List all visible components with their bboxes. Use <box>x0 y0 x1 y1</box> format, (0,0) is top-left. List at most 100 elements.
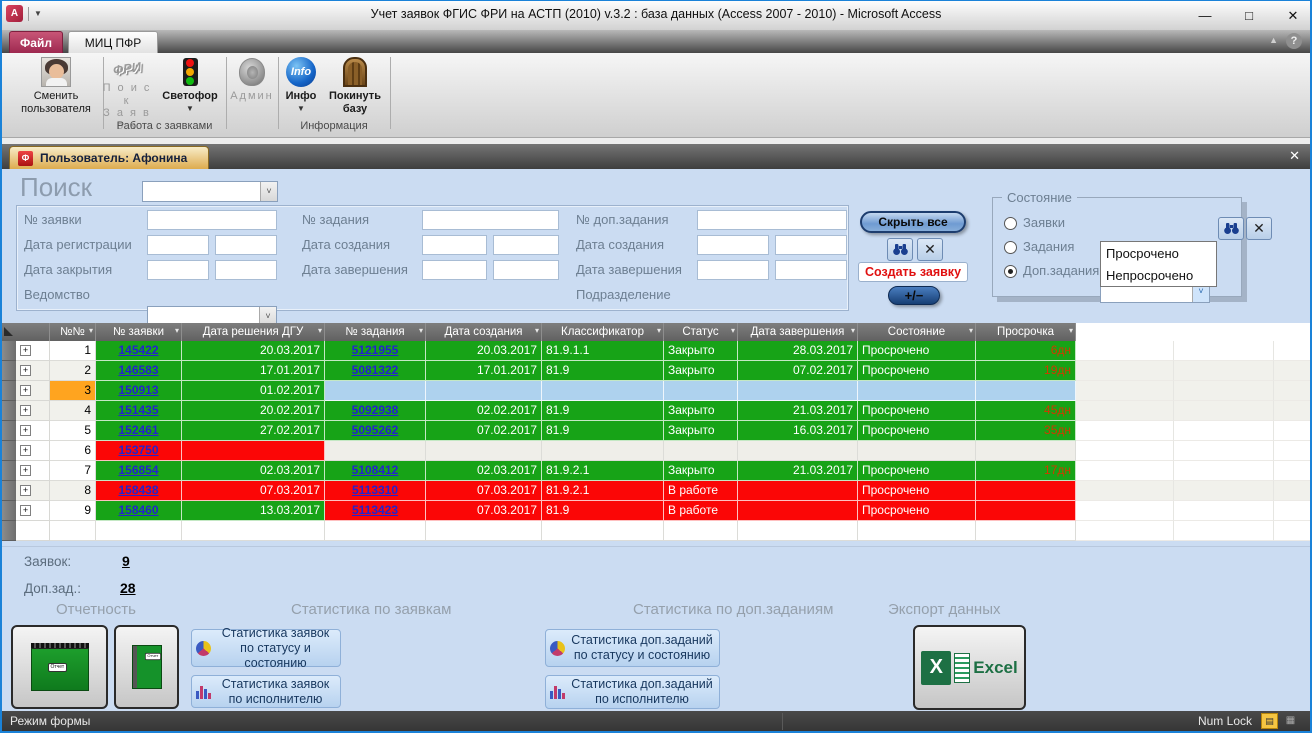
plus-minus-button[interactable]: +/− <box>888 286 940 305</box>
close-date-to-input[interactable] <box>215 260 277 280</box>
task-create-from-input[interactable] <box>422 235 487 255</box>
row-selector[interactable] <box>2 361 16 381</box>
maximize-button[interactable]: □ <box>1240 8 1258 23</box>
row-selector[interactable] <box>2 421 16 441</box>
request-number-input[interactable] <box>147 210 277 230</box>
column-header-0[interactable]: №№▾ <box>50 323 96 341</box>
stats-addtasks-status-button[interactable]: Статистика доп.заданий по статусу и сост… <box>545 629 720 667</box>
record-link[interactable]: 156854 <box>96 461 182 481</box>
expand-icon[interactable]: + <box>20 385 31 396</box>
record-link[interactable]: 150913 <box>96 381 182 401</box>
filter-arrow-icon[interactable]: ▾ <box>175 326 179 335</box>
record-link[interactable]: 158460 <box>96 501 182 521</box>
record-link[interactable]: 5113423 <box>325 501 426 521</box>
record-link[interactable]: 146583 <box>96 361 182 381</box>
filter-arrow-icon[interactable]: ▾ <box>535 326 539 335</box>
expand-icon[interactable]: + <box>20 505 31 516</box>
column-header-2[interactable]: Дата решения ДГУ▾ <box>182 323 325 341</box>
close-date-from-input[interactable] <box>147 260 209 280</box>
form-view-icon[interactable]: ▤ <box>1261 713 1278 729</box>
state-clear-button[interactable]: ✕ <box>1246 217 1272 240</box>
row-selector[interactable] <box>2 501 16 521</box>
dropdown-item-notoverdue[interactable]: Непросрочено <box>1101 264 1216 286</box>
find-button[interactable] <box>887 238 913 261</box>
row-selector[interactable] <box>2 401 16 421</box>
form-close-icon[interactable]: ✕ <box>1289 148 1300 164</box>
hide-all-button[interactable]: Скрыть все <box>860 211 966 233</box>
search-top-combo[interactable]: ˅ <box>142 181 278 202</box>
expand-icon[interactable]: + <box>20 365 31 376</box>
filter-arrow-icon[interactable]: ▾ <box>731 326 735 335</box>
filter-arrow-icon[interactable]: ▾ <box>318 326 322 335</box>
addtask-finish-from-input[interactable] <box>697 260 769 280</box>
column-header-5[interactable]: Классификатор▾ <box>542 323 664 341</box>
radio-requests[interactable]: Заявки <box>1004 213 1065 233</box>
ribbon-collapse-icon[interactable]: ▲ <box>1269 35 1278 45</box>
expand-icon[interactable]: + <box>20 405 31 416</box>
addtask-create-from-input[interactable] <box>697 235 769 255</box>
datasheet-view-icon[interactable]: ▦ <box>1283 714 1298 728</box>
qat-dropdown-icon[interactable]: ▼ <box>34 9 42 18</box>
record-link[interactable]: 152461 <box>96 421 182 441</box>
row-selector[interactable] <box>2 481 16 501</box>
record-link[interactable]: 5121955 <box>325 341 426 361</box>
record-link[interactable]: 5092938 <box>325 401 426 421</box>
clear-filter-button[interactable]: ✕ <box>917 238 943 261</box>
chevron-down-icon[interactable]: ˅ <box>260 182 277 201</box>
minimize-button[interactable]: — <box>1196 8 1214 23</box>
record-link[interactable]: 5081322 <box>325 361 426 381</box>
report-button-large[interactable]: Отчет <box>11 625 108 709</box>
record-link[interactable]: 158438 <box>96 481 182 501</box>
addtask-create-to-input[interactable] <box>775 235 847 255</box>
close-button[interactable]: ✕ <box>1284 8 1302 24</box>
tab-file[interactable]: Файл <box>9 31 63 53</box>
addtask-number-input[interactable] <box>697 210 847 230</box>
create-request-button[interactable]: Создать заявку <box>858 262 968 282</box>
help-icon[interactable]: ? <box>1286 33 1302 49</box>
row-selector[interactable] <box>2 341 16 361</box>
record-link[interactable]: 151435 <box>96 401 182 421</box>
column-header-7[interactable]: Дата завершения▾ <box>738 323 858 341</box>
column-header-6[interactable]: Статус▾ <box>664 323 738 341</box>
access-app-icon[interactable]: A <box>6 5 23 22</box>
task-create-to-input[interactable] <box>493 235 559 255</box>
stats-requests-status-button[interactable]: Статистика заявок по статусу и состоянию <box>191 629 341 667</box>
reg-date-to-input[interactable] <box>215 235 277 255</box>
expand-icon[interactable]: + <box>20 425 31 436</box>
column-header-4[interactable]: Дата создания▾ <box>426 323 542 341</box>
record-link[interactable]: 5108412 <box>325 461 426 481</box>
reg-date-from-input[interactable] <box>147 235 209 255</box>
filter-arrow-icon[interactable]: ▾ <box>1069 326 1073 335</box>
column-header-9[interactable]: Просрочка▾ <box>976 323 1076 341</box>
record-link[interactable]: 145422 <box>96 341 182 361</box>
expand-icon[interactable]: + <box>20 485 31 496</box>
task-finish-to-input[interactable] <box>493 260 559 280</box>
state-find-button[interactable] <box>1218 217 1244 240</box>
addtask-finish-to-input[interactable] <box>775 260 847 280</box>
expand-icon[interactable]: + <box>20 345 31 356</box>
column-header-3[interactable]: № задания▾ <box>325 323 426 341</box>
column-header-1[interactable]: № заявки▾ <box>96 323 182 341</box>
record-link[interactable]: 5095262 <box>325 421 426 441</box>
row-selector[interactable] <box>2 441 16 461</box>
stats-requests-executor-button[interactable]: Статистика заявок по исполнителю <box>191 675 341 708</box>
filter-arrow-icon[interactable]: ▾ <box>419 326 423 335</box>
radio-addtasks[interactable]: Доп.задания <box>1004 261 1099 281</box>
expand-icon[interactable]: + <box>20 445 31 456</box>
row-selector[interactable] <box>2 521 16 541</box>
stats-addtasks-executor-button[interactable]: Статистика доп.заданий по исполнителю <box>545 675 720 709</box>
export-excel-button[interactable]: X Excel <box>913 625 1026 710</box>
record-link[interactable]: 153750 <box>96 441 182 461</box>
select-all-corner[interactable] <box>2 323 16 341</box>
change-user-button[interactable]: Сменить пользователя <box>10 56 102 132</box>
column-header-8[interactable]: Состояние▾ <box>858 323 976 341</box>
report-button-small[interactable]: Отчет <box>114 625 179 709</box>
row-selector[interactable] <box>2 381 16 401</box>
filter-arrow-icon[interactable]: ▾ <box>89 326 93 335</box>
task-number-input[interactable] <box>422 210 559 230</box>
tab-mits-pfr[interactable]: МИЦ ПФР <box>68 31 158 53</box>
filter-arrow-icon[interactable]: ▾ <box>851 326 855 335</box>
radio-tasks[interactable]: Задания <box>1004 237 1074 257</box>
filter-arrow-icon[interactable]: ▾ <box>969 326 973 335</box>
filter-arrow-icon[interactable]: ▾ <box>657 326 661 335</box>
